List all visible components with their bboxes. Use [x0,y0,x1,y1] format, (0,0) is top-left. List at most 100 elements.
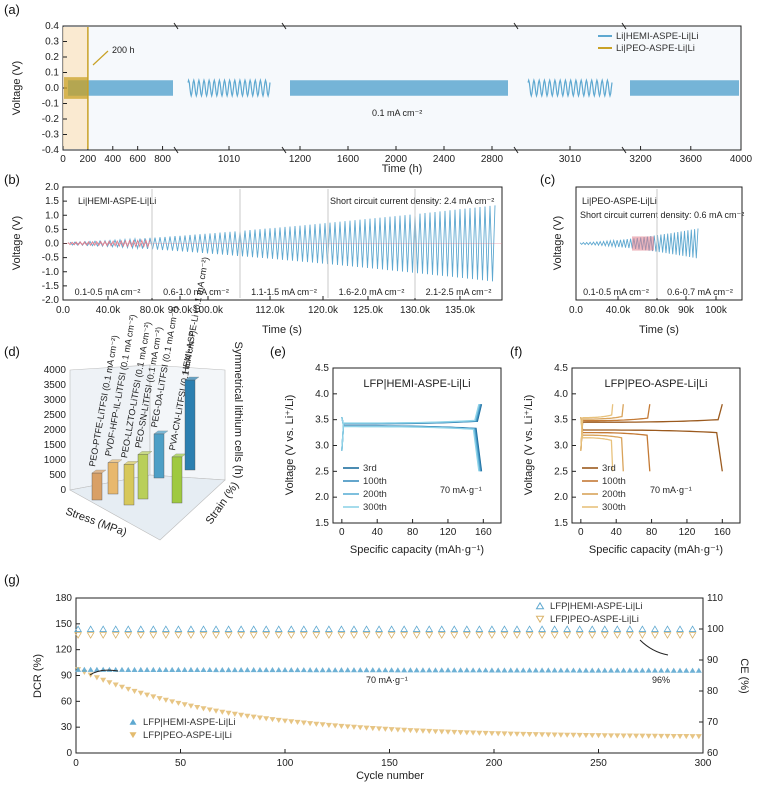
panel-g-peo-dcr-point [231,711,238,717]
panel-g-hemi-dcr-point [695,667,702,673]
panel-g-peo-dcr-point [144,692,151,698]
panel-d-ztick-label: 4000 [44,365,67,376]
panel-d-bar-top [184,376,200,381]
panel-g-ytick-label: 30 [61,722,73,733]
panel-g-peo-dcr-point [645,733,652,739]
panel-g-peo-dcr-point [419,728,426,734]
panel-g-hemi-ce-point [287,625,296,632]
panel-g-peo-dcr-point [213,708,220,714]
panel-g-peo-dcr-point [551,732,558,738]
panel-g-peo-dcr-point [194,704,201,711]
panel-b-region-label: 0.6-1.0 mA cm⁻² [163,287,229,297]
panel-g-peo-dcr-point [300,720,307,726]
panel-g-peo-dcr-point [445,729,452,735]
panel-d-bar-top [137,451,153,455]
panel-a-anno-arrow [92,50,109,66]
panel-e-xlabel: Specific capacity (mAh·g⁻¹) [350,544,484,556]
panel-a-ytick-label: -0.3 [42,130,60,141]
panel-g-hemi-dcr-point [156,666,163,672]
panel-g-hemi-dcr-point [413,667,420,673]
panel-b-cell: Li|HEMI-ASPE-Li|Li [78,196,156,206]
panel-g-peo-dcr-point [670,733,677,740]
panel-g-hemi-ce-point [625,625,634,632]
panel-g-peo-dcr-point [582,732,589,739]
panel-g-hemi-dcr-point [369,667,376,673]
panel-g-peo-dcr-point [100,677,107,683]
panel-a-anno-200h: 200 h [112,45,135,55]
panel-e-legend-label: 3rd [363,463,377,474]
panel-b-ytick-label: 0.5 [45,224,59,235]
panel-g-hemi-ce-point [74,625,82,632]
panel-g-peo-dcr-point [313,721,320,727]
panel-g-hemi-ce-point [588,625,597,632]
panel-f-ytick-label: 2.0 [554,492,568,503]
panel-g-peo-dcr-point [413,728,420,734]
panel-g-hemi-ce-point [638,625,647,632]
panel-f-ytick-label: 2.5 [554,466,568,477]
panel-c: (c) 0.0 40.0k 80.0k 90k 100k Voltage (V) Tim… [540,172,744,336]
panel-g-hemi-ce-point [525,625,534,632]
panel-g-hemi-ce-point [488,625,496,632]
panel-g-hemi-dcr-point [137,666,144,672]
panel-g-hemi-ce-point [299,625,308,632]
legend-label-peo: Li|PEO-ASPE-Li|Li [616,43,695,54]
panel-g-hemi-ce-point [387,625,396,632]
panel-a-xtick-label: 400 [104,154,121,165]
panel-f-legend-label: 100th [602,476,626,487]
panel-e-ytick-label: 4.0 [315,389,329,400]
panel-g-hemi-dcr-point [338,667,345,673]
panel-d-ztick-label: 1500 [44,440,67,451]
panel-a-xtick-label: 800 [154,154,171,165]
panel-g-peo-dcr-point [93,675,100,681]
panel-g-hemi-dcr-point [344,667,351,673]
panel-g-hemi-ce-point [437,625,446,632]
panel-g-peo-ce-point [638,632,647,639]
panel-b-ylabel: Voltage (V) [11,216,23,270]
panel-f-legend-label: 300th [602,502,626,513]
panel-g-peo-dcr-point [394,727,401,733]
panel-a-peo-trace [64,77,88,99]
panel-g-peo-dcr-point [376,726,383,732]
panel-g-peo-dcr-point [275,717,282,723]
panel-g-peo-dcr-point [689,734,696,740]
panel-f-label: (f) [510,344,522,359]
panel-d-bar [123,464,135,506]
panel-g-hemi-ce-point [600,625,609,632]
panel-g-hemi-dcr-point [75,666,82,672]
panel-g-peo-ce-point [625,632,634,639]
panel-g-hemi-dcr-point [300,667,307,673]
panel-c-anno: Short circuit current density: 0.6 mA cm… [580,210,744,220]
panel-g-hemi-ce-point [212,625,220,632]
panel-a-xtick-label: 600 [129,154,146,165]
panel-d-bar [171,456,183,504]
panel-g-hemi-dcr-point [332,667,339,673]
panel-a-xtick-label: 1010 [218,154,241,165]
panel-g-hemi-ce-point [350,625,358,632]
panel-a-axis-break [513,146,519,154]
panel-b-ytick-label: 2.0 [45,182,59,193]
panel-a-hemi-trace [630,80,739,96]
panel-f-discharge-curve [580,417,614,472]
panel-g-ytick-label: 150 [55,619,72,630]
panel-f-ylabel: Voltage (V vs. Li⁺/Li) [523,395,535,496]
panel-e-ytick-label: 3.5 [315,415,329,426]
panel-g-hemi-dcr-point [131,666,138,672]
panel-b-xlabel: Time (s) [262,324,302,336]
panel-f-title: LFP|PEO-ASPE-Li|Li [605,378,708,390]
panel-d-ztick-label: 500 [49,470,66,481]
panel-g-peo-dcr-point [250,714,257,720]
panel-g-ytick-label: 60 [61,696,73,707]
panel-d-ztick-label: 0 [60,485,66,496]
panel-g-peo-dcr-point [545,732,552,738]
panel-d-bar [184,379,196,471]
panel-c-xtick-label: 0.0 [569,305,583,316]
panel-a-ytick-label: 0.1 [45,68,59,79]
panel-g-peo-ce-point [525,632,534,639]
panel-g-peo-dcr-point [206,707,213,713]
panel-d-bar [91,472,103,501]
panel-b-xtick-label: 135.0k [445,305,476,316]
panel-g-hemi-ce-point [187,625,195,632]
panel-g-xtick-label: 200 [486,758,503,769]
panel-g-peo-dcr-point [651,733,658,739]
